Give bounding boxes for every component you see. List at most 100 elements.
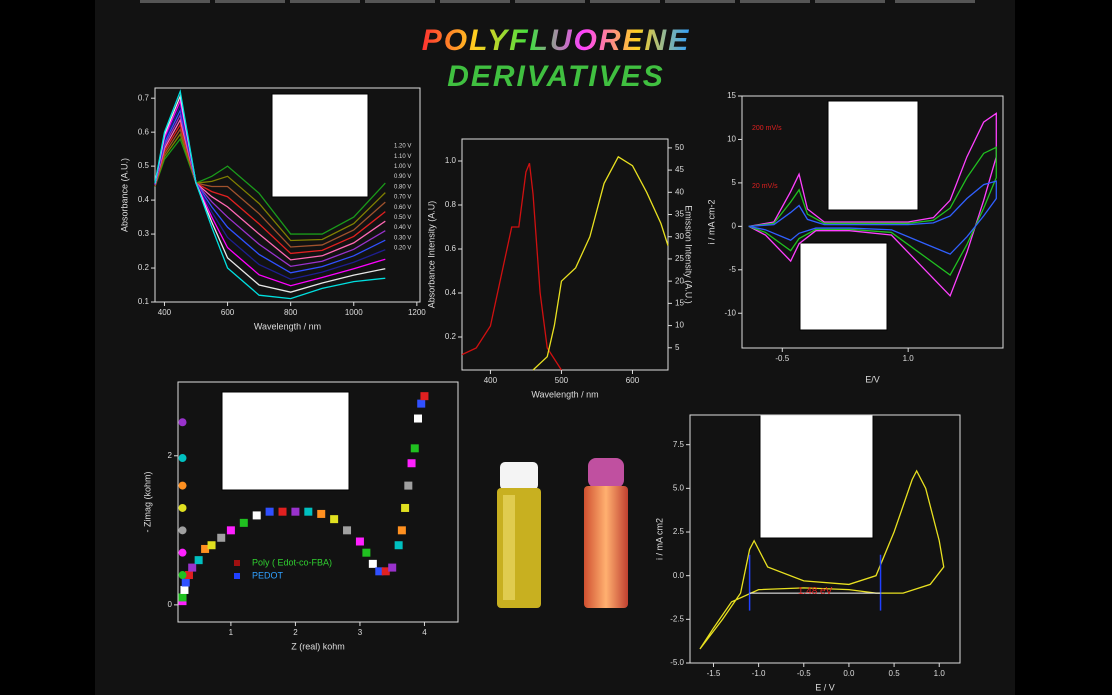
point xyxy=(343,526,352,535)
point xyxy=(178,503,187,512)
y-tick-label: -10 xyxy=(724,308,736,317)
y-tick-label: 0.2 xyxy=(138,263,150,272)
point xyxy=(184,571,193,580)
plot-frame xyxy=(154,87,421,303)
y-tick-label: 0.0 xyxy=(673,571,685,580)
plot-frame xyxy=(689,414,961,664)
title-line1: POLYFLUORENE xyxy=(422,24,690,57)
series-line xyxy=(154,137,386,235)
series-line xyxy=(154,88,386,300)
y-tick-label: 0.7 xyxy=(138,93,150,102)
legend-label: PEDOT xyxy=(252,570,284,580)
x-tick-label: -0.5 xyxy=(797,669,811,678)
point xyxy=(404,481,413,490)
x-axis-label: Wavelength / nm xyxy=(254,321,321,331)
point xyxy=(180,585,189,594)
x-tick-label: -0.5 xyxy=(775,354,789,363)
y-tick-label: 0.2 xyxy=(445,332,457,341)
legend-label: 1.20 V xyxy=(394,144,411,150)
x-tick-label: 3 xyxy=(358,628,363,637)
y-tick-label: 0 xyxy=(168,600,173,609)
y-axis-label: Absorbance (A.U.) xyxy=(119,158,129,232)
point xyxy=(178,481,187,490)
series-line xyxy=(154,93,386,293)
point xyxy=(265,507,274,516)
point xyxy=(417,399,426,408)
point xyxy=(410,444,419,453)
series-line xyxy=(461,162,562,371)
x-tick-label: 400 xyxy=(158,308,172,317)
y-tick-label: 0.3 xyxy=(138,229,150,238)
series-line xyxy=(154,98,386,287)
legend-label: 0.70 V xyxy=(394,195,411,201)
legend-label: 0.50 V xyxy=(394,215,411,221)
point xyxy=(178,571,187,580)
point xyxy=(375,567,384,576)
series-line xyxy=(699,469,945,650)
legend-marker xyxy=(234,560,240,566)
legend-label: 0.40 V xyxy=(394,225,411,231)
point xyxy=(401,503,410,512)
y-tick-label: 0.1 xyxy=(138,297,150,306)
y2-tick-label: 30 xyxy=(675,232,684,241)
y-tick-label: 5 xyxy=(732,178,737,187)
y2-tick-label: 35 xyxy=(675,210,684,219)
point xyxy=(291,507,300,516)
series-line xyxy=(154,132,386,242)
point xyxy=(278,507,287,516)
y-tick-label: 0.5 xyxy=(138,161,150,170)
insets xyxy=(221,93,919,539)
point xyxy=(217,533,226,542)
y2-tick-label: 20 xyxy=(675,276,684,285)
top-tabs xyxy=(140,0,975,3)
point xyxy=(178,454,187,463)
plot-frame xyxy=(177,381,459,623)
point xyxy=(330,515,339,524)
legend-label: 0.30 V xyxy=(394,235,411,241)
series-line xyxy=(154,113,386,268)
y-tick-label: 0.4 xyxy=(445,288,457,297)
y2-tick-label: 5 xyxy=(675,343,680,352)
x-axis-label: Wavelength / nm xyxy=(531,389,598,399)
y2-tick-label: 25 xyxy=(675,254,684,263)
series-line xyxy=(154,118,386,261)
x-tick-label: 500 xyxy=(555,376,569,385)
legend-label: 0.90 V xyxy=(394,174,411,180)
plot-frame xyxy=(741,95,1004,349)
x-tick-label: 600 xyxy=(221,308,235,317)
y-tick-label: 0.8 xyxy=(445,200,457,209)
annotation: 20 mV/s xyxy=(752,183,778,190)
y-tick-label: 1.0 xyxy=(445,156,457,165)
point xyxy=(178,526,187,535)
series-line xyxy=(748,112,997,298)
series-line xyxy=(748,146,997,276)
y-axis-label: i / mA cm-2 xyxy=(706,199,716,244)
x-axis-label: E/V xyxy=(865,374,880,384)
point xyxy=(381,567,390,576)
x-tick-label: 1 xyxy=(229,628,234,637)
point xyxy=(388,563,397,572)
point xyxy=(181,578,190,587)
y-axis-label: Absorbance Intensity (A.U) xyxy=(426,201,436,309)
y-tick-label: -5 xyxy=(729,265,737,274)
y-tick-label: 0 xyxy=(732,221,737,230)
plot-frame xyxy=(461,138,669,371)
point xyxy=(188,563,197,572)
y-axis-label: i / mA cm2 xyxy=(654,518,664,560)
legend-label: 0.80 V xyxy=(394,184,411,190)
legend-marker xyxy=(234,573,240,579)
x-tick-label: 1200 xyxy=(408,308,426,317)
point xyxy=(368,559,377,568)
series-line xyxy=(532,155,669,371)
x-tick-label: 400 xyxy=(484,376,498,385)
point xyxy=(226,526,235,535)
y-tick-label: 2 xyxy=(168,451,173,460)
y-tick-label: -5.0 xyxy=(670,658,684,667)
x-tick-label: 1.0 xyxy=(934,669,946,678)
y-tick-label: -2.5 xyxy=(670,614,684,623)
title-line2: DERIVATIVES xyxy=(447,60,665,93)
point xyxy=(178,593,187,602)
point xyxy=(252,511,261,520)
point xyxy=(194,556,203,565)
x-tick-label: 600 xyxy=(626,376,640,385)
